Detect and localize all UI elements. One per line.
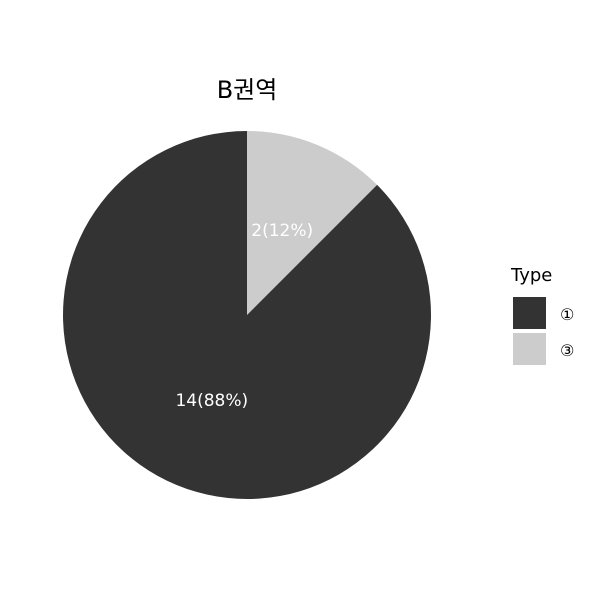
legend-swatch-type-1 [513,297,546,329]
legend-label-type-3: ③ [560,341,574,360]
legend: Type ① ③ [510,265,574,365]
slice-label-0: 2(12%) [251,221,313,241]
chart-title: B권역 [217,76,278,104]
pie-slice-1 [63,131,432,500]
pie-slices [63,131,432,500]
legend-title: Type [510,265,552,286]
legend-label-type-1: ① [560,305,574,324]
pie-slice-0 [247,131,378,315]
pie-slice-labels: 2(12%) 14(88%) [175,221,313,411]
legend-swatch-type-3 [513,333,546,365]
slice-label-1: 14(88%) [175,391,248,411]
